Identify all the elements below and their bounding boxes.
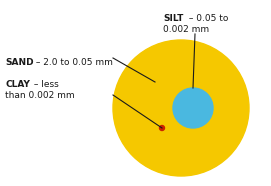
Text: SAND: SAND — [5, 58, 34, 67]
Text: – 0.05 to: – 0.05 to — [186, 14, 228, 23]
Circle shape — [173, 88, 213, 128]
Text: – less: – less — [31, 80, 59, 89]
Text: 0.002 mm: 0.002 mm — [163, 25, 209, 34]
Text: than 0.002 mm: than 0.002 mm — [5, 91, 75, 100]
Text: CLAY: CLAY — [5, 80, 30, 89]
Text: SILT: SILT — [163, 14, 183, 23]
Text: – 2.0 to 0.05 mm: – 2.0 to 0.05 mm — [33, 58, 113, 67]
Circle shape — [160, 126, 164, 131]
Circle shape — [113, 40, 249, 176]
